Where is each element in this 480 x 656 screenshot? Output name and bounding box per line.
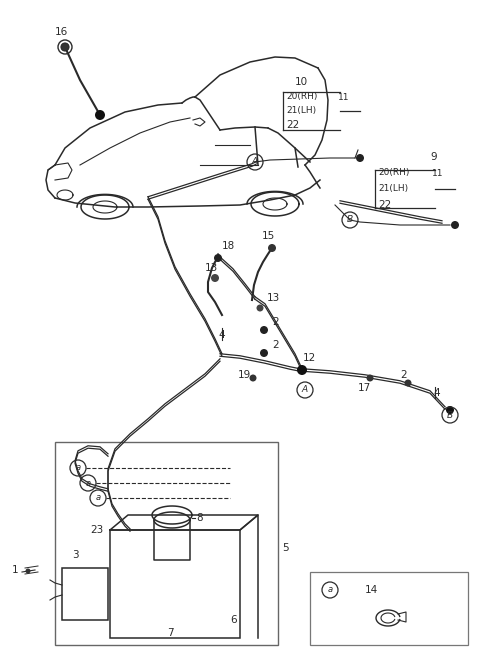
Text: 21(LH): 21(LH) [378, 184, 408, 194]
Text: 23: 23 [90, 525, 103, 535]
Circle shape [214, 254, 222, 262]
Circle shape [446, 406, 454, 414]
Text: a: a [96, 493, 101, 502]
Text: 19: 19 [238, 370, 251, 380]
Text: 20(RH): 20(RH) [378, 169, 409, 178]
Text: 18: 18 [222, 241, 235, 251]
Text: 2: 2 [272, 317, 278, 327]
Circle shape [260, 326, 268, 334]
Text: 6: 6 [230, 615, 237, 625]
Circle shape [25, 569, 31, 573]
Text: A: A [302, 386, 308, 394]
Text: 16: 16 [55, 27, 68, 37]
Circle shape [405, 380, 411, 386]
Text: 10: 10 [295, 77, 308, 87]
Bar [110, 530, 240, 638]
Text: 7: 7 [167, 628, 173, 638]
Text: 11: 11 [338, 92, 349, 102]
Text: 13: 13 [205, 263, 218, 273]
Text: 8: 8 [196, 513, 203, 523]
Text: 22: 22 [378, 200, 391, 210]
Circle shape [451, 221, 459, 229]
Circle shape [61, 43, 69, 51]
Text: a: a [85, 478, 91, 487]
Text: 15: 15 [262, 231, 275, 241]
Bar [55, 442, 278, 645]
Circle shape [260, 349, 268, 357]
Text: 22: 22 [286, 120, 299, 130]
Circle shape [95, 110, 105, 120]
Text: B: B [447, 411, 453, 419]
Text: 13: 13 [267, 293, 280, 303]
Circle shape [211, 274, 219, 282]
Text: 2: 2 [400, 370, 407, 380]
Bar [62, 568, 108, 620]
Bar [310, 572, 468, 645]
Text: 14: 14 [365, 585, 378, 595]
Text: 4: 4 [218, 330, 225, 340]
Text: a: a [327, 586, 333, 594]
Text: 17: 17 [358, 383, 371, 393]
Circle shape [297, 365, 307, 375]
Text: B: B [347, 216, 353, 224]
Circle shape [268, 244, 276, 252]
Text: 20(RH): 20(RH) [286, 92, 317, 102]
Text: 4: 4 [433, 388, 440, 398]
Circle shape [256, 304, 264, 312]
Text: 9: 9 [430, 152, 437, 162]
Text: 11: 11 [432, 169, 444, 178]
Circle shape [356, 154, 364, 162]
Text: 5: 5 [282, 543, 288, 553]
Circle shape [367, 375, 373, 382]
Text: A: A [252, 157, 258, 167]
Text: a: a [75, 464, 81, 472]
Text: 3: 3 [72, 550, 79, 560]
Text: 12: 12 [303, 353, 316, 363]
Text: 2: 2 [272, 340, 278, 350]
Circle shape [250, 375, 256, 382]
Text: 1: 1 [12, 565, 19, 575]
Text: 21(LH): 21(LH) [286, 106, 316, 115]
